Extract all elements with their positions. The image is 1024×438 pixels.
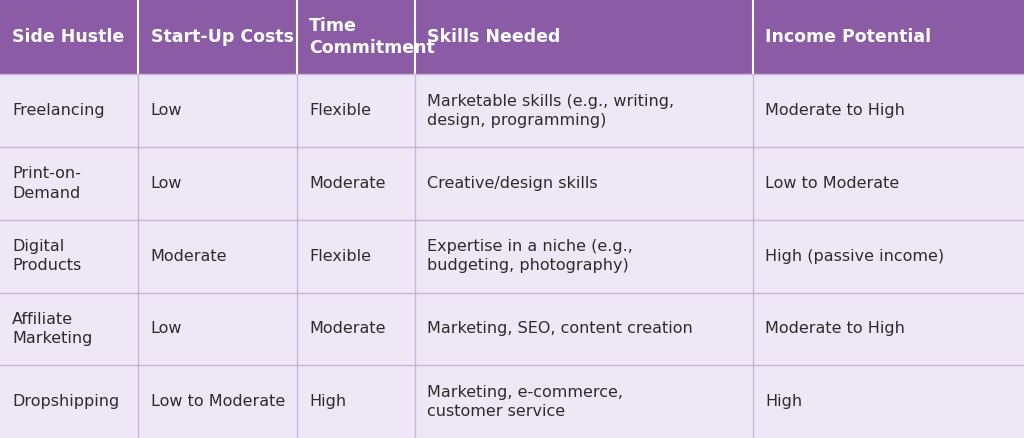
Text: Low to Moderate: Low to Moderate — [765, 176, 899, 191]
Text: Moderate: Moderate — [151, 249, 227, 264]
Bar — [0, 0, 1024, 74]
Text: Flexible: Flexible — [309, 249, 372, 264]
Text: Expertise in a niche (e.g.,
budgeting, photography): Expertise in a niche (e.g., budgeting, p… — [427, 239, 633, 273]
Text: Freelancing: Freelancing — [12, 103, 104, 118]
Text: Affiliate
Marketing: Affiliate Marketing — [12, 312, 92, 346]
Text: Low: Low — [151, 103, 182, 118]
Text: Start-Up Costs: Start-Up Costs — [151, 28, 294, 46]
Text: High: High — [765, 394, 802, 409]
Text: Marketing, e-commerce,
customer service: Marketing, e-commerce, customer service — [427, 385, 623, 419]
Text: Low to Moderate: Low to Moderate — [151, 394, 285, 409]
Text: High (passive income): High (passive income) — [765, 249, 944, 264]
Text: Digital
Products: Digital Products — [12, 239, 82, 273]
Text: Marketing, SEO, content creation: Marketing, SEO, content creation — [427, 321, 693, 336]
Text: Time
Commitment: Time Commitment — [309, 18, 435, 57]
Text: Side Hustle: Side Hustle — [12, 28, 125, 46]
Text: Dropshipping: Dropshipping — [12, 394, 120, 409]
Text: Print-on-
Demand: Print-on- Demand — [12, 166, 81, 201]
Text: Low: Low — [151, 321, 182, 336]
Text: Moderate to High: Moderate to High — [765, 321, 905, 336]
Text: Moderate to High: Moderate to High — [765, 103, 905, 118]
Text: Low: Low — [151, 176, 182, 191]
Text: Marketable skills (e.g., writing,
design, programming): Marketable skills (e.g., writing, design… — [427, 94, 674, 128]
Text: Moderate: Moderate — [309, 176, 386, 191]
Text: Moderate: Moderate — [309, 321, 386, 336]
Text: High: High — [309, 394, 346, 409]
Text: Skills Needed: Skills Needed — [427, 28, 560, 46]
Text: Creative/design skills: Creative/design skills — [427, 176, 598, 191]
Text: Income Potential: Income Potential — [765, 28, 931, 46]
Text: Flexible: Flexible — [309, 103, 372, 118]
